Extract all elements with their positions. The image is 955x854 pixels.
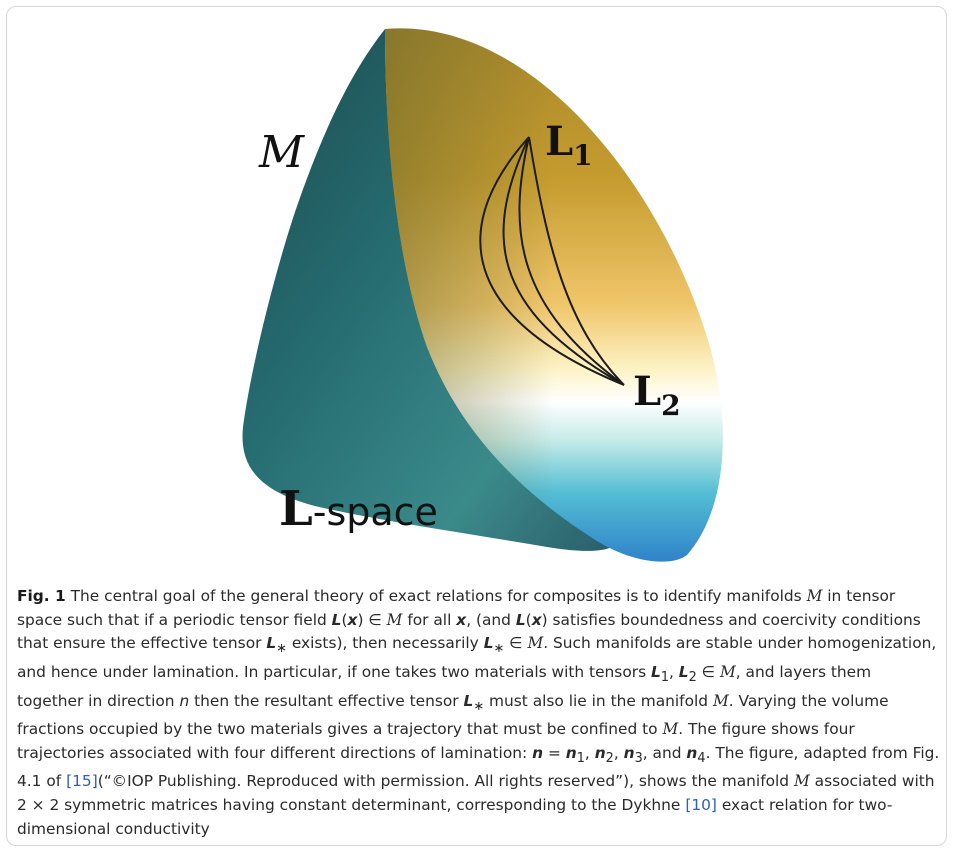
trajectory-n3 (518, 136, 625, 386)
figure-card: M L1 L2 L-space Fig. 1 The central goal … (6, 6, 947, 846)
label-L-space: L-space (279, 481, 438, 537)
manifold-surface-figure: M L1 L2 L-space (242, 28, 723, 562)
figure-illustration: M L1 L2 L-space (7, 7, 948, 567)
lamination-trajectories (479, 136, 625, 386)
figure-caption: Fig. 1 The central goal of the general t… (17, 587, 940, 838)
figure-label: Fig. 1 (17, 587, 66, 605)
label-L1: L1 (545, 118, 593, 172)
reference-link-15[interactable]: [15] (66, 772, 98, 791)
label-L2: L2 (633, 368, 681, 422)
trajectory-n1 (479, 136, 625, 386)
reference-link-10[interactable]: [10] (685, 796, 717, 815)
trajectory-n2 (502, 136, 625, 386)
manifold-back-surface (242, 29, 617, 551)
manifold-label: M (258, 127, 305, 178)
trajectory-n4 (528, 136, 625, 386)
